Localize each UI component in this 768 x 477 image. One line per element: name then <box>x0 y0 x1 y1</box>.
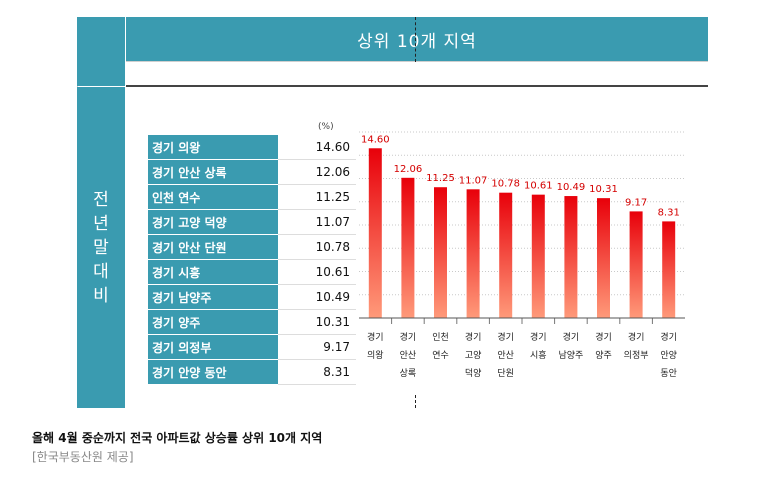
region-value: 10.61 <box>278 259 356 285</box>
category-label: 경기 양주 <box>595 331 612 361</box>
data-label: 10.61 <box>524 181 553 192</box>
table-row: 경기 안산 단원 10.78 <box>148 234 356 260</box>
bar <box>662 221 676 318</box>
region-value: 10.78 <box>278 234 356 260</box>
category-label: 경기 의정부 <box>624 331 649 361</box>
divider-dash-bottom <box>415 395 416 408</box>
subheader-top-rule <box>126 61 708 62</box>
table-row: 경기 안산 상록 12.06 <box>148 159 356 185</box>
data-label: 14.60 <box>361 134 390 145</box>
header-corner <box>77 17 125 61</box>
data-label: 11.25 <box>426 173 455 184</box>
table-row: 경기 남양주 10.49 <box>148 284 356 310</box>
table-row: 인천 연수 11.25 <box>148 184 356 210</box>
bar <box>629 211 643 318</box>
category-label: 경기 안산 단원 <box>497 331 514 379</box>
side-label-char: 전 <box>93 189 109 210</box>
table-row: 경기 의왕 14.60 <box>148 135 356 160</box>
region-name: 경기 남양주 <box>148 284 278 310</box>
region-value: 10.31 <box>278 309 356 335</box>
region-value: 11.25 <box>278 184 356 210</box>
data-label: 11.07 <box>459 175 488 186</box>
figure-source: [한국부동산원 제공] <box>32 450 134 464</box>
table-row: 경기 양주 10.31 <box>148 309 356 335</box>
divider-dash-top <box>415 17 416 62</box>
data-table: 경기 의왕 14.60 경기 안산 상록 12.06 인천 연수 11.25 경기 고… <box>148 135 356 385</box>
subheader-corner <box>77 61 125 86</box>
bar <box>368 148 382 318</box>
region-value: 11.07 <box>278 209 356 235</box>
region-value: 12.06 <box>278 159 356 185</box>
region-value: 14.60 <box>278 135 356 160</box>
data-label: 9.17 <box>625 197 647 208</box>
category-label: 경기 안양 동안 <box>660 331 677 379</box>
side-label-char: 비 <box>93 285 109 306</box>
side-label-char: 년 <box>93 213 109 234</box>
table-row: 경기 안양 동안 8.31 <box>148 359 356 385</box>
unit-label: (%) <box>318 122 334 132</box>
category-label: 경기 시흥 <box>530 331 547 361</box>
bar <box>434 187 447 318</box>
region-name: 경기 양주 <box>148 309 278 335</box>
header-title: 상위 10개 지역 <box>126 17 708 61</box>
region-value: 10.49 <box>278 284 356 310</box>
region-name: 경기 시흥 <box>148 259 278 285</box>
category-label: 경기 의왕 <box>367 331 384 361</box>
data-label: 10.31 <box>589 184 618 195</box>
bar <box>531 194 545 318</box>
category-label: 경기 안산 상록 <box>400 331 417 379</box>
region-value: 8.31 <box>278 359 356 385</box>
side-label-char: 대 <box>93 261 109 282</box>
bar <box>401 177 415 318</box>
region-name: 인천 연수 <box>148 184 278 210</box>
side-label-char: 말 <box>93 237 109 258</box>
data-label: 8.31 <box>658 207 680 218</box>
bar <box>499 192 513 318</box>
bar <box>564 196 578 318</box>
bar-chart: 14.60 경기 의왕 12.06 경기 안산 상록 11.25 인천 연수 11.07 경기 고양 덕양… <box>359 131 685 379</box>
region-name: 경기 안산 상록 <box>148 159 278 185</box>
figure-caption: 올해 4월 중순까지 전국 아파트값 상승률 상위 10개 지역 <box>32 431 323 445</box>
category-label: 경기 고양 덕양 <box>465 331 482 379</box>
table-row: 경기 시흥 10.61 <box>148 259 356 285</box>
category-label: 경기 남양주 <box>558 331 583 361</box>
data-label: 10.49 <box>557 182 586 193</box>
subheader-rule <box>126 85 708 87</box>
bar <box>466 189 480 318</box>
category-label: 인천 연수 <box>432 332 449 361</box>
table-row: 경기 고양 덕양 11.07 <box>148 209 356 235</box>
region-value: 9.17 <box>278 334 356 360</box>
region-name: 경기 안산 단원 <box>148 234 278 260</box>
region-name: 경기 의왕 <box>148 135 278 160</box>
region-name: 경기 안양 동안 <box>148 359 278 385</box>
region-name: 경기 의정부 <box>148 334 278 360</box>
table-row: 경기 의정부 9.17 <box>148 334 356 360</box>
side-label: 전 년 말 대 비 <box>77 87 125 408</box>
region-name: 경기 고양 덕양 <box>148 209 278 235</box>
data-label: 10.78 <box>491 179 520 190</box>
data-label: 12.06 <box>394 164 423 175</box>
bar <box>597 198 610 318</box>
